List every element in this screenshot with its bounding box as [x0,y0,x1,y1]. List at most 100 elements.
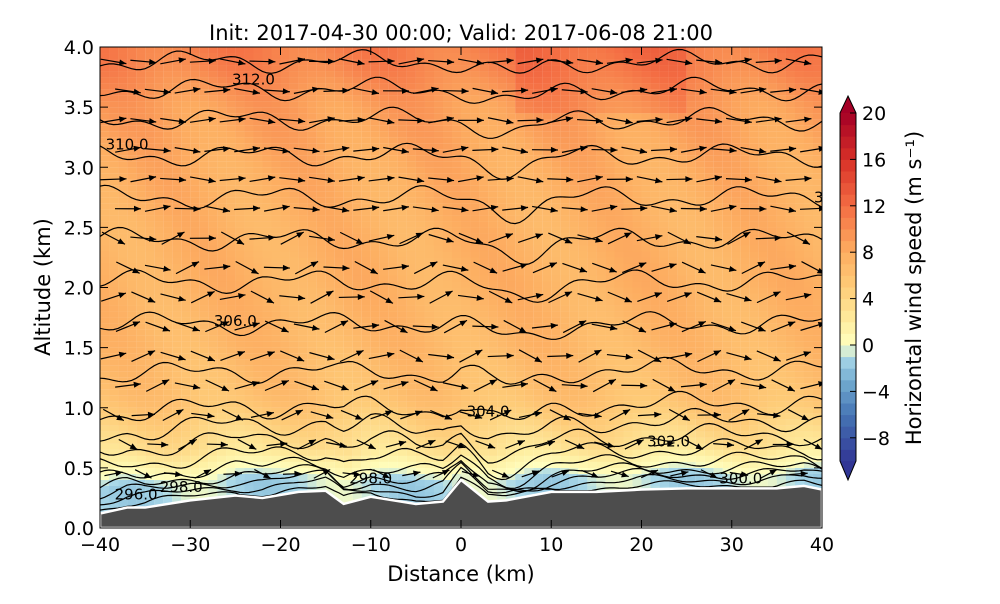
field-cell [136,59,146,66]
field-cell [506,395,516,402]
field-cell [524,383,534,390]
field-cell [596,293,606,300]
field-cell [190,221,200,228]
field-cell [641,377,651,384]
field-cell [109,131,119,138]
field-cell [569,407,579,414]
field-cell [352,245,362,252]
field-cell [424,107,434,114]
field-cell [163,161,173,168]
field-cell [118,185,128,192]
field-cell [298,245,308,252]
field-cell [208,125,218,132]
field-cell [578,137,588,144]
field-cell [235,143,245,150]
field-cell [379,467,389,474]
field-cell [542,317,552,324]
field-cell [406,149,416,156]
field-cell [307,215,317,222]
field-cell [208,455,218,462]
field-cell [542,449,552,456]
field-cell [181,53,191,60]
field-cell [632,209,642,216]
field-cell [181,149,191,156]
field-cell [470,443,480,450]
field-cell [379,275,389,282]
field-cell [533,77,543,84]
field-cell [316,485,326,493]
field-cell [479,341,489,348]
field-cell [479,47,489,54]
field-cell [388,293,398,300]
field-cell [406,341,416,348]
field-cell [334,149,344,156]
field-cell [533,341,543,348]
field-cell [343,497,353,505]
field-cell [587,305,597,312]
field-cell [424,155,434,162]
field-cell [145,209,155,216]
field-cell [181,155,191,162]
field-cell [226,359,236,366]
field-cell [307,89,317,96]
field-cell [614,179,624,186]
field-cell [424,473,434,480]
field-cell [343,47,353,54]
field-cell [406,101,416,108]
field-cell [199,53,209,60]
field-cell [100,407,110,414]
field-cell [334,335,344,342]
field-cell [352,389,362,396]
field-cell [253,137,263,144]
field-cell [424,71,434,78]
field-cell [614,347,624,354]
field-cell [298,299,308,306]
field-cell [470,221,480,228]
field-cell [451,155,462,162]
field-cell [361,353,371,360]
field-cell [650,215,660,222]
field-cell [226,203,236,210]
field-cell [605,245,615,252]
field-cell [316,443,326,450]
field-cell [235,425,245,432]
field-cell [271,389,281,396]
field-cell [515,407,525,414]
field-cell [388,341,398,348]
field-cell [388,155,398,162]
field-cell [325,401,335,408]
field-cell [424,83,434,90]
field-cell [172,191,182,198]
field-cell [244,113,254,120]
field-cell [569,431,579,438]
field-cell [461,347,471,354]
field-cell [253,59,263,66]
field-cell [470,329,480,336]
field-cell [127,221,137,228]
field-cell [253,479,263,486]
field-cell [118,77,128,84]
field-cell [650,245,660,252]
field-cell [334,173,344,180]
field-cell [217,347,227,354]
field-cell [172,113,182,120]
field-cell [100,425,110,432]
field-cell [578,143,588,150]
field-cell [424,101,434,108]
field-cell [506,95,516,102]
field-cell [136,377,146,384]
field-cell [488,347,498,354]
field-cell [406,53,416,60]
field-cell [109,185,119,192]
field-cell [280,299,290,306]
field-cell [542,479,552,486]
field-cell [488,143,498,150]
field-cell [325,251,335,258]
field-cell [596,335,606,342]
field-cell [578,419,588,426]
field-cell [587,317,597,324]
field-cell [334,89,344,96]
field-cell [379,149,389,156]
field-cell [623,209,633,216]
field-cell [451,227,462,234]
